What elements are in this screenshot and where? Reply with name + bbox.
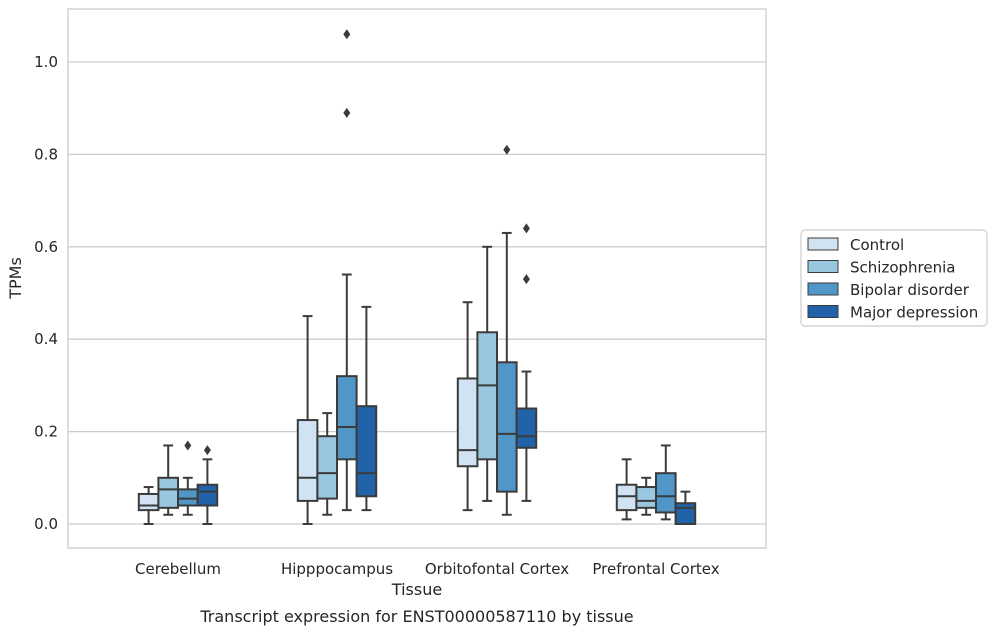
legend-swatch bbox=[807, 260, 839, 273]
box-group bbox=[655, 444, 677, 521]
box-iqr bbox=[615, 483, 638, 512]
y-tick-label: 0.0 bbox=[34, 515, 58, 533]
box-group bbox=[196, 445, 219, 525]
y-tick-label: 0.2 bbox=[34, 423, 58, 441]
box-iqr bbox=[157, 476, 179, 509]
box-iqr bbox=[137, 492, 160, 512]
box-iqr bbox=[635, 486, 658, 509]
box-group bbox=[157, 444, 179, 516]
legend: Control Schizophrenia Bipolar disorder Majo… bbox=[800, 229, 988, 327]
y-tick-label: 1.0 bbox=[34, 53, 58, 71]
box-iqr bbox=[336, 375, 358, 461]
box-group bbox=[615, 458, 638, 521]
legend-frame bbox=[800, 229, 988, 327]
legend-label: Control bbox=[850, 236, 904, 254]
box-group bbox=[456, 301, 479, 512]
x-tick-label: Prefrontal Cortex bbox=[592, 560, 719, 578]
plot-area bbox=[67, 8, 767, 549]
outlier-point bbox=[203, 445, 211, 456]
box-group bbox=[515, 223, 538, 502]
box-iqr bbox=[296, 419, 319, 502]
box-iqr bbox=[655, 472, 677, 514]
x-tick-label: Cerebellum bbox=[135, 560, 221, 578]
y-tick-label: 0.4 bbox=[34, 330, 58, 348]
outlier-point bbox=[343, 29, 351, 40]
y-tick-label: 0.8 bbox=[34, 145, 58, 163]
outlier-point bbox=[184, 440, 192, 451]
outlier-point bbox=[522, 274, 530, 285]
box-iqr bbox=[674, 502, 697, 525]
figure-caption: Transcript expression for ENST0000058711… bbox=[199, 607, 633, 626]
legend-label: Schizophrenia bbox=[850, 259, 955, 277]
box-iqr bbox=[316, 435, 338, 500]
box-group bbox=[355, 305, 378, 512]
box-group bbox=[177, 440, 199, 516]
box-iqr bbox=[196, 483, 219, 507]
legend-swatch bbox=[807, 305, 839, 318]
box-group bbox=[336, 29, 358, 512]
box-group bbox=[316, 412, 338, 516]
x-tick-label: Orbitofontal Cortex bbox=[425, 560, 569, 578]
outlier-point bbox=[343, 107, 351, 118]
legend-label: Major depression bbox=[850, 304, 978, 322]
box-iqr bbox=[496, 361, 518, 493]
x-tick-labels: Cerebellum Hipppocampus Orbitofontal Corte… bbox=[135, 560, 720, 578]
box-iqr bbox=[515, 407, 538, 449]
box-iqr bbox=[355, 405, 378, 498]
legend-label: Bipolar disorder bbox=[850, 281, 970, 299]
box-group bbox=[674, 490, 697, 525]
y-tick-labels: 0.0 0.2 0.4 0.6 0.8 1.0 bbox=[34, 53, 58, 533]
y-tick-label: 0.6 bbox=[34, 238, 58, 256]
x-tick-label: Hipppocampus bbox=[281, 560, 393, 578]
boxes bbox=[137, 29, 697, 525]
legend-swatch bbox=[807, 282, 839, 296]
outlier-point bbox=[522, 223, 530, 234]
legend-swatch bbox=[807, 237, 839, 251]
box-iqr bbox=[476, 331, 498, 461]
y-axis-label: TPMs bbox=[6, 257, 25, 300]
box-group bbox=[137, 486, 160, 525]
gridlines bbox=[68, 61, 766, 525]
box-group bbox=[496, 144, 518, 516]
outlier-point bbox=[503, 144, 511, 155]
box-iqr bbox=[456, 377, 479, 468]
box-iqr bbox=[177, 488, 199, 507]
x-axis-label: Tissue bbox=[391, 580, 442, 599]
